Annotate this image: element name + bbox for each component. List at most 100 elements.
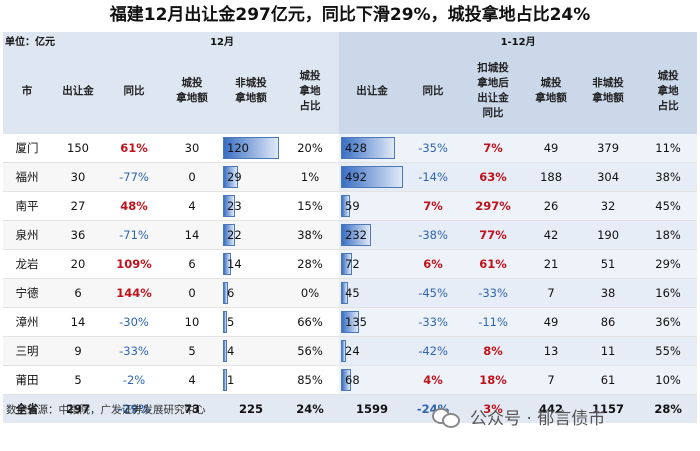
cell-ytd-non-lgfv: 51 [577, 249, 640, 279]
cell-dec-yoy: -29% [105, 394, 163, 423]
cell-dec-lgfv: 5 [163, 336, 221, 366]
cell-city: 三明 [3, 336, 51, 366]
cell-ytd-non-lgfv: 11 [577, 336, 640, 366]
cell-dec-amount: 5 [51, 365, 105, 395]
cell-ytd-ex-yoy: 18% [461, 365, 526, 395]
cell-ytd-amount: 59 [339, 191, 406, 221]
total-row: 全省 297 -29% 73 225 24% 1599 -24% 3% 442 1157 28% [3, 394, 698, 423]
cell-dec-amount: 27 [51, 191, 105, 221]
cell-dec-non-lgfv: 29 [221, 162, 281, 192]
cell-dec-amount: 150 [51, 134, 105, 163]
cell-ytd-ex-yoy: -33% [461, 278, 526, 308]
cell-dec-share: 24% [281, 394, 340, 423]
table-row: 泉州 36 -71% 14 22 38% 232 -38% 77% 42 190 18% [3, 220, 698, 250]
data-bar [341, 195, 351, 217]
cell-ytd-yoy: -14% [405, 162, 462, 192]
cell-dec-lgfv: 6 [163, 249, 221, 279]
cell-dec-non-lgfv: 23 [221, 191, 281, 221]
cell-ytd-amount: 72 [339, 249, 406, 279]
data-bar [223, 195, 235, 217]
cell-ytd-yoy: -45% [405, 278, 462, 308]
bar-value: 24 [345, 344, 360, 358]
cell-ytd-ex-yoy: 63% [461, 162, 526, 192]
data-bar [341, 369, 352, 391]
cell-ytd-ex-yoy: 77% [461, 220, 526, 250]
table-row: 莆田 5 -2% 4 1 85% 68 4% 18% 7 61 10% [3, 365, 698, 395]
cell-dec-yoy: -33% [105, 336, 163, 366]
cell-dec-share: 85% [281, 365, 340, 395]
bar-value: 68 [345, 373, 360, 387]
col-header-dec-amount: 出让金 [51, 48, 105, 134]
cell-dec-amount: 36 [51, 220, 105, 250]
table-row: 福州 30 -77% 0 29 1% 492 -14% 63% 188 304 38% [3, 162, 698, 192]
cell-dec-yoy: -2% [105, 365, 163, 395]
cell-dec-share: 0% [281, 278, 340, 308]
cell-ytd-lgfv: 7 [525, 278, 578, 308]
col-header-dec-yoy: 同比 [105, 48, 163, 134]
data-bar [223, 340, 227, 362]
data-bar [223, 253, 231, 275]
bar-value: 135 [345, 315, 367, 329]
cell-dec-share: 56% [281, 336, 340, 366]
group-header-dec: 12月 [105, 32, 340, 48]
cell-ytd-share: 28% [639, 394, 698, 423]
col-header-ytd-yoy: 同比 [405, 48, 462, 134]
cell-dec-amount: 20 [51, 249, 105, 279]
cell-dec-share: 38% [281, 220, 340, 250]
col-header-ytd-lgfv: 城投 拿地额 [525, 48, 578, 134]
cell-dec-non-lgfv: 6 [221, 278, 281, 308]
cell-dec-amount: 30 [51, 162, 105, 192]
data-bar [341, 311, 360, 333]
cell-ytd-lgfv: 42 [525, 220, 578, 250]
cell-dec-amount: 297 [51, 394, 105, 423]
bar-value: 5 [227, 315, 235, 329]
bar-value: 22 [227, 228, 242, 242]
data-bar [223, 311, 227, 333]
cell-city: 龙岩 [3, 249, 51, 279]
col-header-dec-non-lgfv: 非城投 拿地额 [221, 48, 281, 134]
bar-value: 120 [227, 141, 249, 155]
cell-dec-lgfv: 4 [163, 365, 221, 395]
cell-dec-yoy: 61% [105, 134, 163, 163]
bar-value: 1 [227, 373, 235, 387]
data-bar [341, 253, 353, 275]
cell-ytd-amount: 135 [339, 307, 406, 337]
cell-ytd-lgfv: 13 [525, 336, 578, 366]
cell-ytd-lgfv: 49 [525, 307, 578, 337]
data-bar [341, 166, 404, 188]
cell-ytd-share: 38% [639, 162, 698, 192]
wechat-icon [432, 406, 462, 428]
cell-ytd-share: 11% [639, 134, 698, 163]
cell-dec-non-lgfv: 1 [221, 365, 281, 395]
cell-dec-amount: 6 [51, 278, 105, 308]
table-row: 漳州 14 -30% 10 5 66% 135 -33% -11% 49 86 36% [3, 307, 698, 337]
cell-ytd-yoy: -42% [405, 336, 462, 366]
cell-city: 宁德 [3, 278, 51, 308]
table-row: 厦门 150 61% 30 120 20% 428 -35% 7% 49 379 11% [3, 134, 698, 163]
cell-ytd-share: 18% [639, 220, 698, 250]
col-header-dec-lgfv: 城投 拿地额 [163, 48, 221, 134]
cell-ytd-share: 16% [639, 278, 698, 308]
cell-dec-non-lgfv: 5 [221, 307, 281, 337]
cell-ytd-non-lgfv: 32 [577, 191, 640, 221]
cell-dec-lgfv: 14 [163, 220, 221, 250]
cell-dec-yoy: 109% [105, 249, 163, 279]
unit-label: 单位：亿元 [3, 32, 105, 48]
cell-ytd-ex-yoy: 8% [461, 336, 526, 366]
data-bar [341, 137, 396, 159]
cell-dec-share: 28% [281, 249, 340, 279]
cell-ytd-lgfv: 21 [525, 249, 578, 279]
bar-value: 23 [227, 199, 242, 213]
table-row: 三明 9 -33% 5 4 56% 24 -42% 8% 13 11 55% [3, 336, 698, 366]
cell-dec-share: 66% [281, 307, 340, 337]
data-bar [341, 340, 347, 362]
bar-value: 4 [227, 344, 235, 358]
cell-dec-non-lgfv: 120 [221, 134, 281, 163]
cell-dec-amount: 14 [51, 307, 105, 337]
data-bar [341, 224, 372, 246]
cell-dec-lgfv: 0 [163, 278, 221, 308]
data-bar [223, 166, 238, 188]
cell-ytd-ex-yoy: 7% [461, 134, 526, 163]
cell-dec-yoy: 48% [105, 191, 163, 221]
col-header-dec-share: 城投 拿地 占比 [281, 48, 340, 134]
